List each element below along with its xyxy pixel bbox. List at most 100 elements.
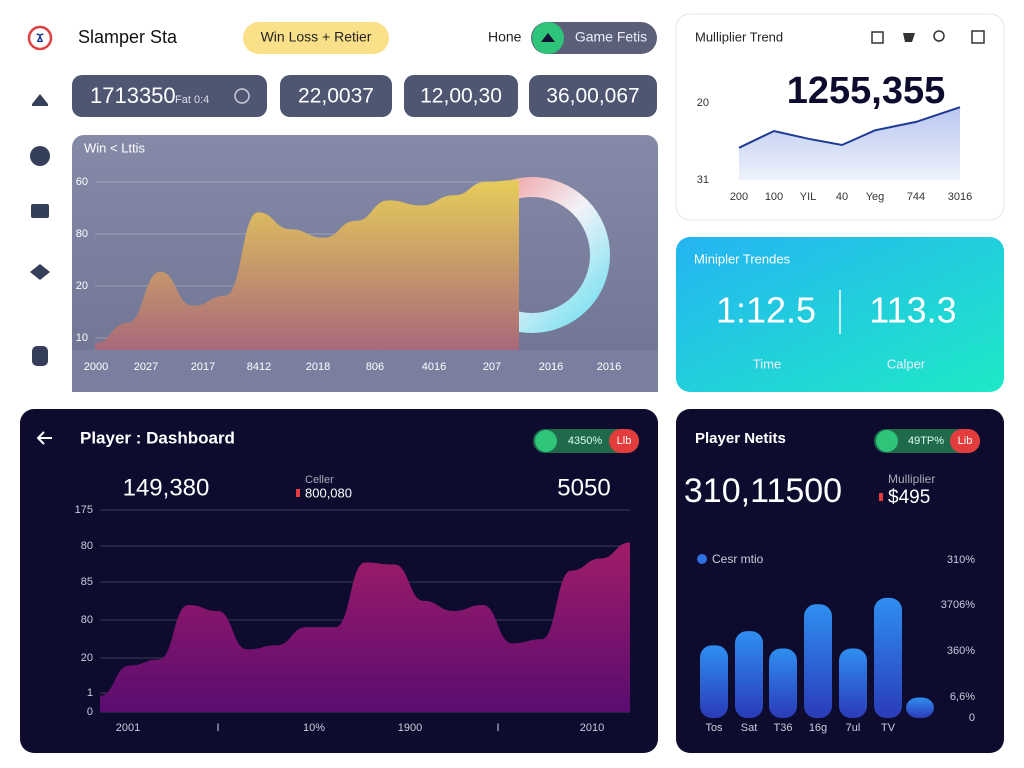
icon[interactable] [871, 31, 884, 44]
x-tick-label: 1900 [398, 722, 422, 734]
nav-tab-bg[interactable] [531, 22, 657, 54]
x-tick-label: 200 [730, 191, 748, 203]
icon[interactable] [903, 33, 915, 42]
legend-label: Cesr mtio [712, 552, 764, 566]
x-tick-label: 8412 [247, 361, 271, 373]
y-tick-label: 20 [81, 652, 93, 664]
x-tick-label: Tos [705, 722, 723, 734]
y-tick-label: 3706% [941, 599, 975, 611]
x-tick-label: 2000 [84, 361, 108, 373]
side-user[interactable] [32, 346, 48, 366]
card-title: Player : Dashboard [80, 428, 235, 447]
badge-value: 4350% [568, 435, 602, 447]
stat-right: 5050 [557, 474, 610, 501]
line [738, 106, 961, 149]
card-title: Player Netits [695, 430, 786, 447]
nav-tab[interactable]: Game Fetis [575, 29, 647, 45]
stat-icon [234, 88, 250, 104]
stat-value: 36,00,067 [546, 85, 639, 108]
bar [874, 597, 902, 718]
badge-alt: Lib [958, 435, 973, 447]
pill-label[interactable]: Win Loss + Retier [261, 29, 372, 45]
y-tick-label: 80 [81, 614, 93, 626]
bar [735, 631, 763, 718]
x-tick-label: 3016 [948, 191, 972, 203]
side-cap[interactable] [30, 264, 50, 280]
pill[interactable] [243, 22, 389, 54]
x-tick-label: 207 [483, 361, 501, 373]
badge-icon [876, 430, 898, 452]
y-tick-label: 80 [76, 228, 88, 240]
bar [839, 648, 867, 718]
card-title: Win < Lttis [84, 140, 146, 155]
logo [27, 25, 53, 51]
area [100, 542, 630, 712]
nav-home[interactable]: Hone [488, 29, 522, 45]
y-tick-label: 31 [697, 174, 709, 186]
stat-main: 149,380 [123, 474, 210, 501]
bar [906, 697, 934, 718]
x-tick-label: 2016 [597, 361, 621, 373]
x-tick-label: 100 [765, 191, 783, 203]
badge-alt-bg [609, 429, 639, 453]
card-value: 113.3 [869, 290, 956, 331]
side-wallet[interactable] [31, 204, 49, 218]
y-tick-label: 175 [75, 504, 93, 516]
x-tick-label: 2016 [539, 361, 563, 373]
legend-swatch [697, 554, 707, 564]
x-tick-label: 2010 [580, 722, 604, 734]
x-tick-label: 40 [836, 191, 848, 203]
x-tick-label: 2027 [134, 361, 158, 373]
app-title: Slamper Sta [78, 27, 178, 47]
x-tick-label: 4016 [422, 361, 446, 373]
y-tick-label: 10 [76, 332, 88, 344]
x-tick-label: Sat [741, 722, 758, 734]
card-title: Mulliplier Trend [695, 29, 783, 44]
icon[interactable] [971, 30, 985, 44]
x-tick-label: 744 [907, 191, 925, 203]
stat-label: Mulliplier [888, 472, 935, 486]
stat-card [72, 75, 267, 117]
x-tick-label: 2017 [191, 361, 215, 373]
card-label: Time [753, 356, 781, 371]
x-tick-label: 10% [303, 722, 325, 734]
badge-value: 49TP% [908, 435, 944, 447]
y-tick-label: 80 [81, 540, 93, 552]
y-tick-label: 60 [76, 176, 88, 188]
y-tick-label: 20 [76, 280, 88, 292]
card-value: 1:12.5 [716, 290, 816, 331]
bar [769, 648, 797, 718]
badge-alt: Llb [617, 435, 632, 447]
x-tick-label: 2001 [116, 722, 140, 734]
logo-mark: Ϫ [36, 31, 44, 45]
x-tick-label: I [496, 722, 499, 734]
x-tick-label: 806 [366, 361, 384, 373]
stat-card [529, 75, 657, 117]
y-tick-label: 0 [87, 706, 93, 718]
side-check[interactable] [30, 146, 50, 166]
x-tick-label: T36 [774, 722, 793, 734]
home-icon [541, 33, 555, 42]
search-icon[interactable] [933, 30, 945, 42]
stat-card [280, 75, 392, 117]
x-tick-label: Yeg [866, 191, 885, 203]
back-arrow[interactable] [36, 431, 52, 445]
y-tick-label: 1 [87, 687, 93, 699]
bar [700, 645, 728, 718]
stat-value: 1713350 [90, 83, 176, 108]
marker [296, 489, 300, 497]
area [95, 180, 519, 350]
x-tick-label: TV [881, 722, 896, 734]
stat-main: 310,11500 [684, 472, 842, 510]
stat-card [404, 75, 518, 117]
side-home[interactable] [32, 94, 48, 106]
marker [879, 493, 883, 501]
stat-label: Fat 0:4 [175, 94, 209, 106]
x-tick-label: YIL [800, 191, 817, 203]
stat-label: Celler [305, 474, 334, 486]
y-tick-label: 6,6% [950, 691, 975, 703]
y-tick-label: 360% [947, 645, 975, 657]
card-label: Calper [887, 356, 926, 371]
